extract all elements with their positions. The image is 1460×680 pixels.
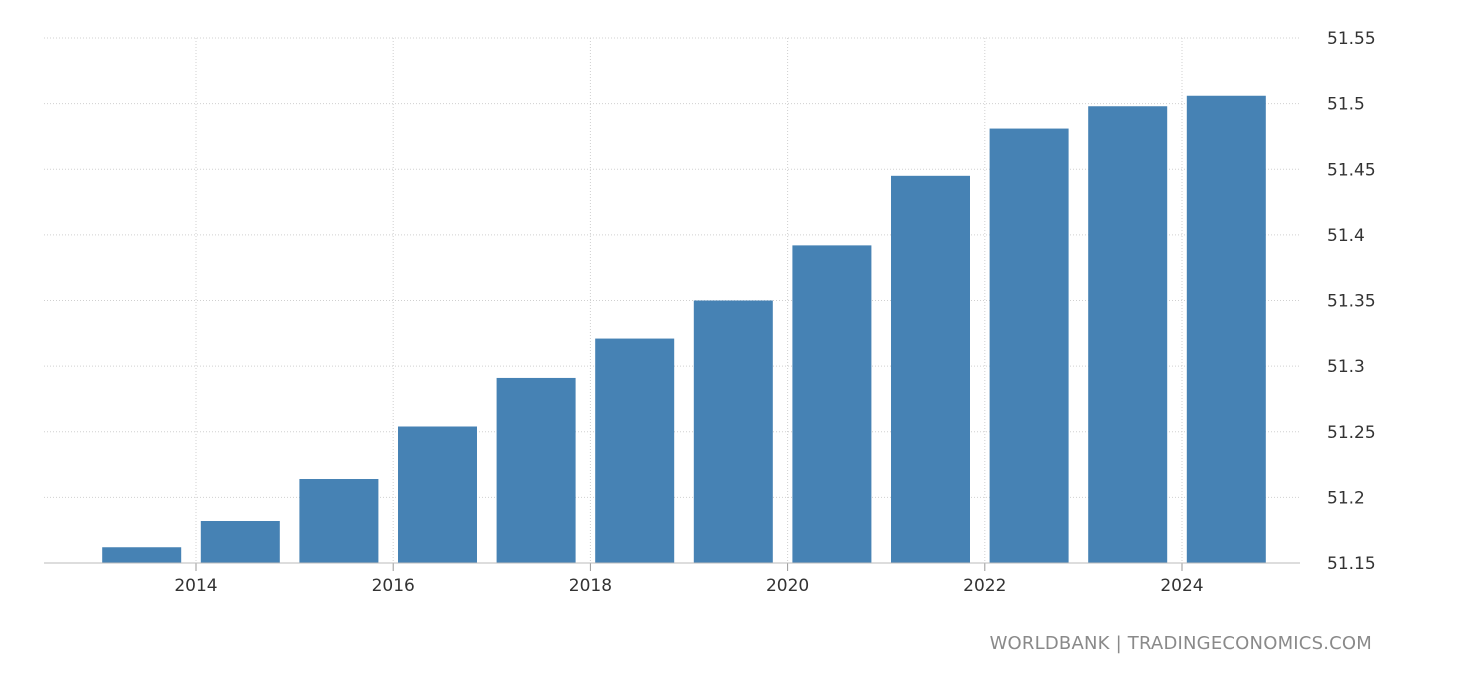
bar-2019 [693, 300, 773, 563]
bar-2021 [891, 175, 970, 563]
bar-2020 [792, 245, 872, 563]
bar-2016 [398, 426, 477, 563]
y-tick-label: 51.15 [1327, 554, 1376, 574]
y-tick-label: 51.5 [1327, 95, 1365, 115]
x-tick-label: 2014 [174, 576, 217, 596]
y-tick-label: 51.25 [1327, 423, 1376, 443]
x-tick-label: 2018 [569, 576, 612, 596]
y-tick-label: 51.35 [1327, 292, 1376, 312]
x-tick-label: 2020 [766, 576, 809, 596]
source-watermark: WORLDBANK | TRADINGECONOMICS.COM [989, 633, 1372, 654]
y-tick-label: 51.4 [1327, 226, 1365, 246]
x-tick-label: 2022 [963, 576, 1006, 596]
bar-2018 [595, 338, 675, 563]
bar-2024 [1186, 95, 1266, 563]
bar-2017 [496, 377, 576, 563]
bar-2014 [200, 521, 280, 563]
x-tick-label: 2024 [1160, 576, 1203, 596]
x-tick-label: 2016 [372, 576, 415, 596]
bar-2013 [102, 547, 182, 563]
y-tick-label: 51.2 [1327, 488, 1365, 508]
y-tick-label: 51.3 [1327, 357, 1365, 377]
bar-2022 [989, 128, 1069, 563]
y-tick-label: 51.55 [1327, 29, 1376, 49]
bar-2015 [299, 479, 379, 563]
y-tick-label: 51.45 [1327, 160, 1376, 180]
bar-2023 [1088, 106, 1168, 563]
